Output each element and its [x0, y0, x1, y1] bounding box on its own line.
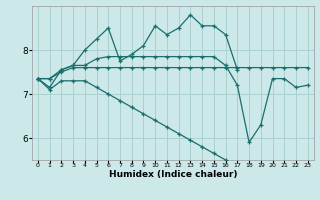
X-axis label: Humidex (Indice chaleur): Humidex (Indice chaleur) — [108, 170, 237, 179]
